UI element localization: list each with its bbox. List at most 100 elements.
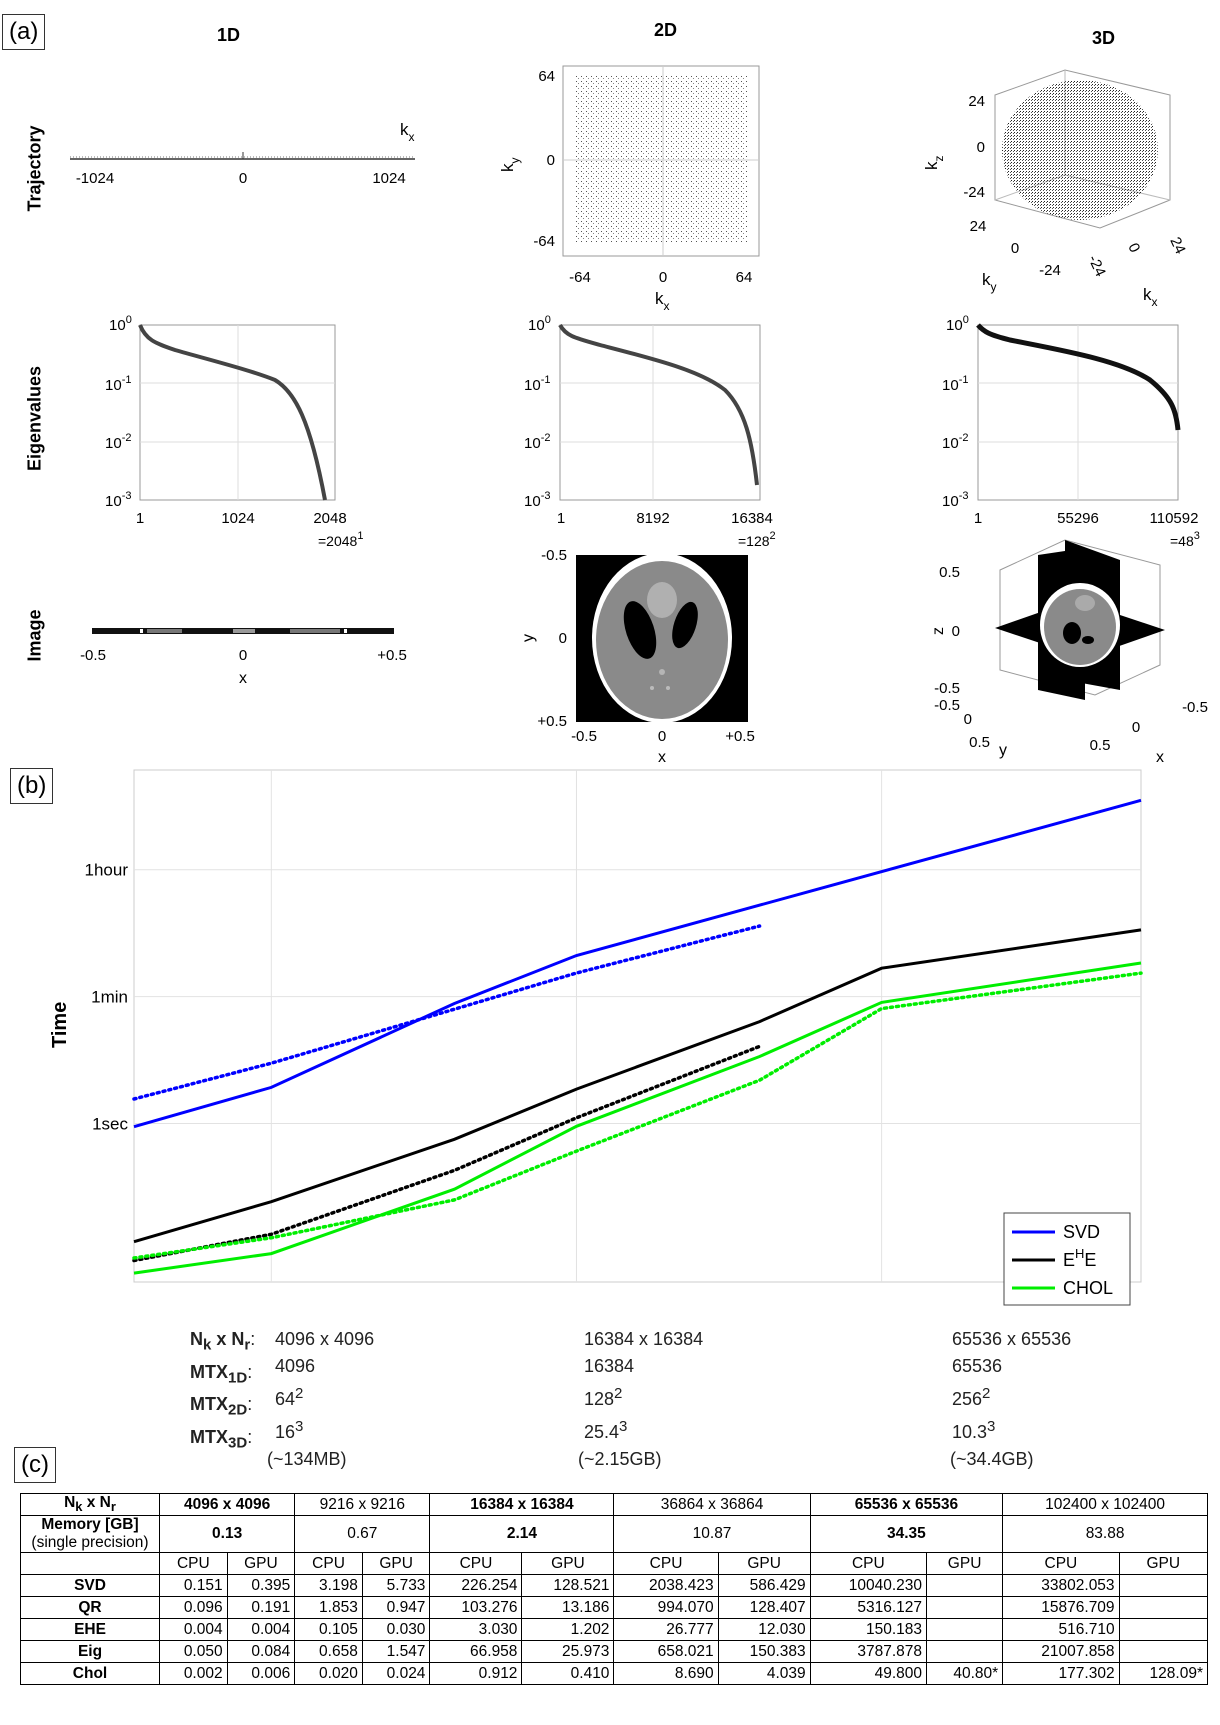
category-row-labels: Nk x Nr: MTX1D: MTX2D: MTX3D: xyxy=(190,1329,256,1452)
table-cell: 26.777 xyxy=(613,1618,719,1641)
table-cell: 0.151 xyxy=(159,1574,228,1597)
eigenvalues-2d-ytick: 10-1 xyxy=(524,374,550,394)
device-cpu: CPU xyxy=(429,1552,523,1575)
eigenvalues-3d-ytick: 10-2 xyxy=(942,432,968,452)
image-3d-zlabel: z xyxy=(930,627,947,635)
table-cell: 3.198 xyxy=(294,1574,363,1597)
image-2d-ytick: -0.5 xyxy=(541,547,567,564)
panel-b-tag: (b) xyxy=(10,768,54,804)
timing-chart-legend: SVD EHE CHOL xyxy=(1003,1212,1131,1306)
series-line xyxy=(132,971,1143,1260)
image-1d-plot: -0.5 0 +0.5 x xyxy=(80,628,407,687)
eigenvalues-2d-plot: 100 10-1 10-2 10-3 1 8192 16384 =1282 xyxy=(524,314,776,549)
legend-chol-label: CHOL xyxy=(1063,1278,1113,1298)
table-cell: 0.096 xyxy=(159,1596,228,1619)
timing-chart-yticks: 1sec 1min 1hour xyxy=(85,861,129,1134)
eigenvalues-2d-frame xyxy=(559,324,761,501)
table-cell: 1.853 xyxy=(294,1596,363,1619)
nk-label: Nk x Nr xyxy=(190,1329,251,1354)
trajectory-2d-ylabel: ky xyxy=(498,158,522,173)
image-2d-xtick: -0.5 xyxy=(571,728,597,745)
mtx-3d-label: MTX3D xyxy=(190,1426,248,1452)
table-cell xyxy=(926,1596,1004,1619)
image-2d-dot xyxy=(650,686,654,690)
trajectory-2d-ytick: 64 xyxy=(538,68,555,85)
table-cell: 226.254 xyxy=(429,1574,523,1597)
trajectory-2d-xtick: 64 xyxy=(736,269,753,286)
category-1: 16384 x 16384 16384 1282 25.43 (~2.15GB) xyxy=(578,1329,704,1469)
table-cell: 177.302 xyxy=(1002,1662,1120,1685)
image-2d-plot: -0.5 0 +0.5 -0.5 0 +0.5 x y xyxy=(520,547,755,766)
eigenvalues-2d-ytick: 10-2 xyxy=(524,432,550,452)
table-cell: 0.947 xyxy=(361,1596,431,1619)
trajectory-3d-xlabel: kx xyxy=(1143,285,1158,309)
table-cell xyxy=(926,1618,1004,1641)
device-cpu: CPU xyxy=(613,1552,719,1575)
image-2d-dot xyxy=(659,669,665,675)
eigenvalues-1d-xtick: 2048 xyxy=(313,510,346,527)
image-3d-xlabel: x xyxy=(1156,749,1164,766)
image-2d-ytick: +0.5 xyxy=(537,713,567,730)
image-3d-ylabel: y xyxy=(999,742,1007,759)
timing-chart: 1sec 1min 1hour Time SVD EHE CHOL xyxy=(49,769,1143,1306)
table-cell: 8.690 xyxy=(613,1662,719,1685)
size-header: Nk x Nr xyxy=(20,1493,160,1516)
table-cell: 0.912 xyxy=(429,1662,523,1685)
table-cell: 33802.053 xyxy=(1002,1574,1120,1597)
device-gpu: GPU xyxy=(226,1552,296,1575)
table-cell: 658.021 xyxy=(613,1640,719,1663)
table-cell: 1.202 xyxy=(521,1618,615,1641)
eigenvalues-1d-xtick: 1024 xyxy=(221,510,254,527)
table-cell: 21007.858 xyxy=(1002,1640,1120,1663)
series-line xyxy=(133,928,1142,1244)
size-cell: 16384 x 16384 xyxy=(429,1493,615,1516)
table-cell: 103.276 xyxy=(429,1596,523,1619)
image-2d-xlabel: x xyxy=(658,749,666,766)
table-cell xyxy=(1118,1640,1209,1663)
trajectory-3d-ytick: -24 xyxy=(1039,262,1061,279)
eigenvalues-3d-xtick: 110592 xyxy=(1150,510,1199,527)
device-gpu: GPU xyxy=(361,1552,431,1575)
trajectory-3d-plot: 24 0 -24 kz 24 0 -24 ky 24 0 -24 kx xyxy=(922,69,1189,309)
eigenvalues-1d-ytick: 10-2 xyxy=(105,432,131,452)
panel-a-plots: kx -1024 0 1024 64 0 -64 -64 0 64 kx ky … xyxy=(70,65,1208,766)
trajectory-3d-samples-dense xyxy=(1025,100,1135,200)
eigenvalues-1d-note: =20481 xyxy=(318,530,363,549)
table-cell: 0.658 xyxy=(294,1640,363,1663)
series-line xyxy=(133,961,1142,1275)
table-cell: 150.383 xyxy=(717,1640,811,1663)
trajectory-2d-xtick: -64 xyxy=(569,269,591,286)
eigenvalues-2d-ytick: 100 xyxy=(528,314,551,334)
row-label: Chol xyxy=(20,1662,160,1685)
eigenvalues-3d-plot: 100 10-1 10-2 10-3 1 55296 110592 =483 xyxy=(942,314,1200,549)
device-cpu: CPU xyxy=(294,1552,363,1575)
memory-cell: 0.67 xyxy=(294,1515,431,1553)
trajectory-1d-tick-label: 1024 xyxy=(372,170,405,187)
trajectory-3d-ztick: 24 xyxy=(968,93,985,110)
trajectory-3d-xtick: -24 xyxy=(1084,253,1109,280)
image-2d-ventricle-left xyxy=(623,601,657,659)
eigenvalues-1d-xtick: 1 xyxy=(136,510,144,527)
image-2d-brain xyxy=(596,561,728,719)
trajectory-2d-plot: 64 0 -64 -64 0 64 kx ky xyxy=(498,65,760,313)
table-cell: 2038.423 xyxy=(613,1574,719,1597)
size-cell: 36864 x 36864 xyxy=(613,1493,811,1516)
table-cell: 0.004 xyxy=(159,1618,228,1641)
trajectory-3d-ytick: 0 xyxy=(1011,240,1019,257)
timing-table: Nk x Nr 4096 x 4096 9216 x 9216 16384 x … xyxy=(20,1493,1209,1685)
column-title-2d: 2D xyxy=(654,20,678,40)
image-3d-ztick: -0.5 xyxy=(934,680,960,697)
table-row: QR 0.096 0.191 1.853 0.947 103.276 13.186 9… xyxy=(20,1596,1209,1619)
image-3d-ztick: 0.5 xyxy=(939,564,960,581)
table-cell: 0.395 xyxy=(226,1574,296,1597)
table-cell: 0.002 xyxy=(159,1662,228,1685)
trajectory-2d-xlabel: kx xyxy=(655,289,670,313)
table-cell: 586.429 xyxy=(717,1574,811,1597)
eigenvalues-3d-ytick: 10-3 xyxy=(942,490,968,510)
image-1d-edge xyxy=(344,629,347,633)
table-cell: 5316.127 xyxy=(809,1596,928,1619)
table-row: Eig 0.050 0.084 0.658 1.547 66.958 25.973 6… xyxy=(20,1640,1209,1663)
image-3d-ytick: 0 xyxy=(964,711,972,728)
row-label: EHE xyxy=(20,1618,160,1641)
device-gpu: GPU xyxy=(717,1552,811,1575)
